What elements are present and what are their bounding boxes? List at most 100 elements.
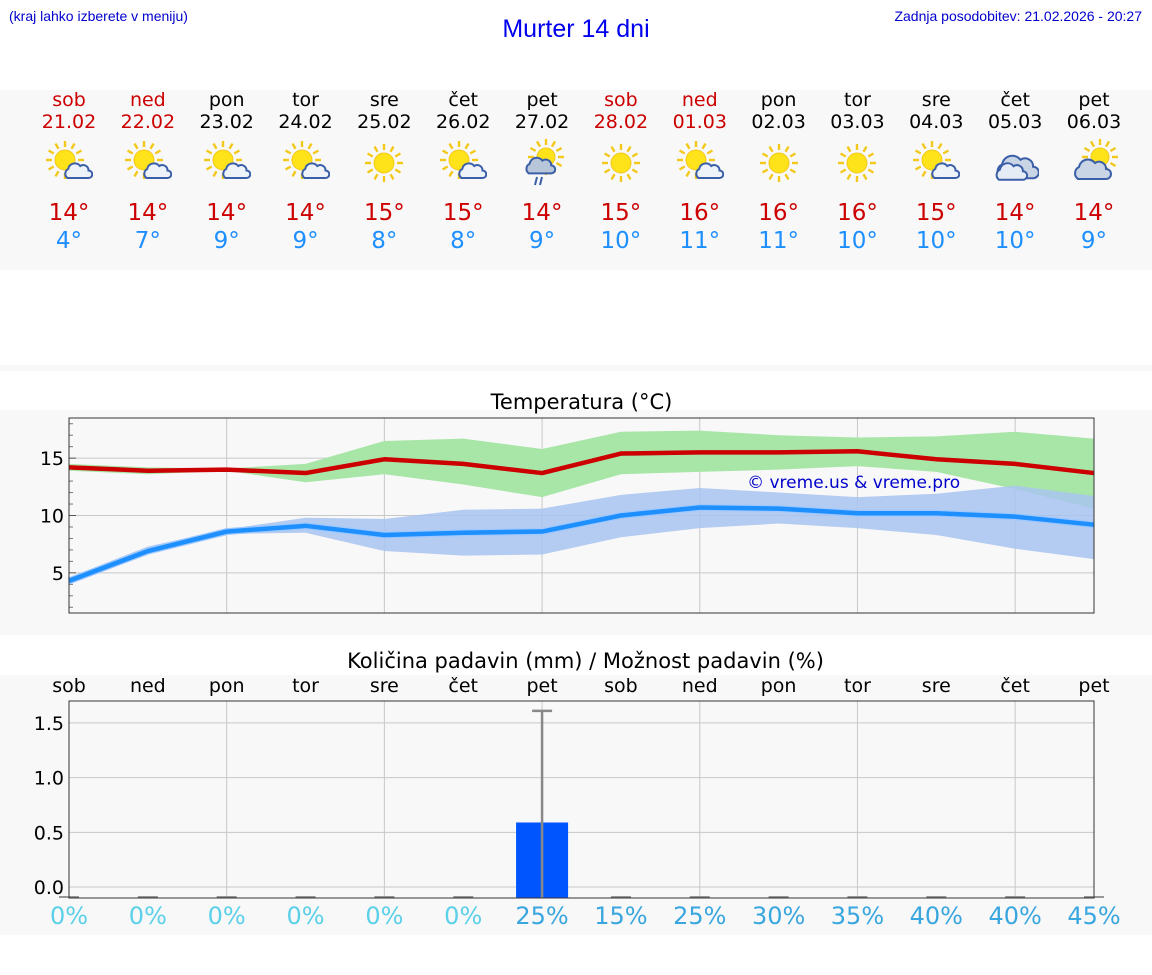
min-temperature: 9° [292,228,319,254]
day-name: pet [1078,89,1110,111]
day-name: tor [292,89,319,111]
forecast-day: ned 22.02 14° 7° [110,89,186,255]
max-temperature: 14° [521,200,563,226]
max-temperature: 15° [600,200,642,226]
day-date: 05.03 [987,111,1043,133]
max-temperature: 16° [837,200,878,226]
min-temperature: 9° [528,228,556,254]
day-name: pon [208,89,245,111]
precip-day-label: sob [52,675,86,697]
sun-cloud-icon [913,141,961,179]
day-name: sre [921,89,951,111]
min-temperature: 8° [450,228,477,254]
day-name: ned [129,89,166,111]
precip-chance: 40% [909,902,963,930]
day-name: sre [369,89,399,111]
spacer-band [0,365,1152,371]
day-date: 02.03 [751,111,806,133]
sun-cloud-icon [124,141,172,179]
day-date: 23.02 [199,111,254,133]
y-tick-label: 0.5 [34,822,64,844]
precip-chance: 45% [1067,902,1121,930]
location-hint: (kraj lahko izberete v meniju) [9,8,188,24]
precip-day-label: tor [844,675,871,697]
day-date: 27.02 [514,111,570,133]
day-date: 04.03 [909,111,964,133]
forecast-day: tor 24.02 14° 9° [268,89,344,255]
precipitation-plot-frame [68,700,1095,899]
max-temperature: 16° [758,200,799,226]
forecast-day: sre 04.03 15° 10° [898,89,974,255]
max-temperature: 15° [442,200,484,226]
forecast-day: sob 21.02 14° 4° [31,89,107,255]
min-temperature: 8° [371,228,398,254]
day-date: 24.02 [278,111,333,133]
precip-chance: 35% [830,902,885,930]
sun-cloud-icon [676,141,724,179]
day-name: ned [681,89,718,111]
precip-day-label: sre [921,675,951,697]
day-name: čet [448,89,479,111]
precip-chance: 25% [673,902,727,930]
precip-chance: 25% [515,902,569,930]
max-temperature: 16° [679,200,721,226]
temperature-chart: Temperatura (°C) 5 10 15 © vreme.us & vreme.… [40,390,1095,614]
forecast-day: pet 06.03 14° 9° [1056,89,1132,255]
precip-chance: 30% [751,902,806,930]
cloud-sun-icon [1074,139,1118,180]
precipitation-title: Količina padavin (mm) / Možnost padavin … [347,649,824,673]
min-temperature: 4° [55,228,83,254]
precipitation-plot-area [69,701,1094,898]
forecast-day: čet 26.02 15° 8° [425,89,501,255]
day-name: pon [760,89,797,111]
precip-day-label: ned [129,675,166,697]
max-temperature: 15° [915,200,957,226]
day-date: 25.02 [357,111,412,133]
precip-chance: 40% [988,902,1042,930]
day-name: tor [844,89,871,111]
min-temperature: 11° [758,228,799,254]
max-temperature: 14° [48,200,90,226]
day-name: čet [1000,89,1030,111]
day-date: 22.02 [120,111,176,133]
forecast-day: čet 05.03 14° 10° [977,89,1053,255]
precip-day-label: čet [448,675,479,697]
sun-cloud-icon [282,141,330,179]
precip-day-label: pon [208,675,245,697]
temperature-title: Temperatura (°C) [490,390,673,414]
sun-cloud-icon [203,141,251,179]
forecast-day: pon 02.03 16° 11° [741,89,817,255]
day-date: 26.02 [436,111,491,133]
precip-day-label: pon [760,675,797,697]
precipitation-chart: Količina padavin (mm) / Možnost padavin … [34,649,1104,899]
day-name: sob [52,89,86,111]
min-temperature: 9° [213,228,240,254]
y-tick-label: 1.0 [34,768,64,790]
min-temperature: 10° [600,228,642,254]
day-date: 06.03 [1066,111,1122,133]
precip-day-label: čet [1000,675,1030,697]
min-temperature: 10° [915,228,957,254]
forecast-band [0,90,1152,270]
min-temperature: 11° [679,228,721,254]
y-tick-label: 0.0 [34,877,64,899]
forecast-day: tor 03.03 16° 10° [819,89,895,255]
cloud-icon [995,154,1040,181]
precip-chance: 15% [594,902,648,930]
min-temperature: 10° [837,228,878,254]
max-temperature-line [68,449,1095,476]
forecast-day: ned 01.03 16° 11° [662,89,738,255]
day-name: pet [526,89,558,111]
max-temperature: 14° [127,200,169,226]
sun-cloud-icon [46,141,93,179]
min-temperature: 9° [1080,228,1108,254]
precip-chance: 0% [365,902,404,930]
max-temperature: 15° [363,200,405,226]
day-date: 01.03 [672,111,727,133]
sun-icon [838,144,877,182]
temperature-plot-frame [68,417,1095,614]
precip-day-label: ned [681,675,718,697]
forecast-day: sob 28.02 15° 10° [583,89,659,255]
sun-icon [365,144,404,182]
watermark: © vreme.us & vreme.pro [747,473,960,493]
